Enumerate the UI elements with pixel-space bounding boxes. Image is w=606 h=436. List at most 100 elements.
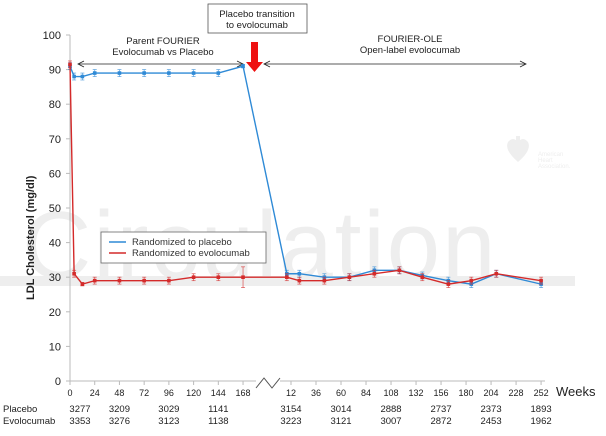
y-tick-label: 50 — [49, 203, 61, 215]
data-point — [347, 275, 352, 279]
legend-placebo: Randomized to placebo — [132, 237, 232, 248]
at-risk-value: 3007 — [380, 416, 401, 427]
at-risk-value: 3014 — [330, 404, 351, 415]
x-tick-label: 48 — [114, 388, 124, 398]
svg-text:Association.: Association. — [538, 164, 571, 170]
at-risk-value: 3154 — [280, 404, 301, 415]
x-tick-label: 0 — [67, 388, 72, 398]
ole-arrow-head — [263, 60, 271, 68]
transition-label: Placebo transition — [219, 9, 295, 20]
x-tick-label: 72 — [139, 388, 149, 398]
data-point — [72, 271, 76, 276]
data-point — [494, 271, 499, 276]
y-tick-label: 20 — [49, 307, 61, 319]
x-tick-label: 228 — [509, 388, 524, 398]
data-point — [322, 278, 327, 283]
axis-break — [255, 377, 281, 389]
data-point — [297, 278, 302, 283]
x-tick-label: 108 — [384, 388, 399, 398]
at-risk-value: 1141 — [208, 404, 228, 415]
x-tick-label: 252 — [534, 388, 549, 398]
x-tick-label: 36 — [311, 388, 321, 398]
at-risk-value: 2373 — [480, 404, 501, 415]
at-risk-value: 3223 — [280, 416, 301, 427]
x-tick-label: 84 — [361, 388, 371, 398]
red-down-arrow — [246, 42, 263, 72]
x-tick-label: 144 — [211, 388, 226, 398]
transition-box — [207, 3, 308, 34]
data-point — [72, 74, 76, 79]
y-tick-label: 60 — [49, 168, 61, 180]
at-risk-value: 2888 — [380, 404, 401, 415]
parent-arrow-head — [77, 60, 85, 68]
x-tick-label: 120 — [186, 388, 201, 398]
at-risk-value: 3353 — [69, 416, 90, 427]
data-point — [446, 282, 451, 286]
svg-text:American: American — [538, 152, 563, 158]
at-risk-value: 2453 — [480, 416, 501, 427]
at-risk-value: 1138 — [208, 416, 228, 427]
data-point — [216, 71, 221, 75]
x-tick-label: 168 — [236, 388, 251, 398]
y-axis-label: LDL Cholesterol (mg/dl) — [25, 175, 37, 300]
parent-arrow-head — [236, 60, 244, 68]
ole-label: FOURIER-OLE — [378, 34, 443, 45]
data-point — [117, 71, 122, 75]
data-point — [285, 275, 289, 279]
data-point — [80, 74, 85, 79]
data-point — [297, 271, 302, 276]
x-tick-label: 24 — [90, 388, 100, 398]
at-risk-value: 3029 — [158, 404, 179, 415]
data-point — [397, 268, 402, 273]
transition-label: to evolocumab — [226, 20, 288, 31]
data-point — [241, 275, 245, 279]
x-tick-label: 60 — [336, 388, 346, 398]
y-tick-label: 30 — [49, 272, 61, 284]
x-tick-label: 132 — [409, 388, 424, 398]
data-point — [68, 62, 72, 67]
data-point — [241, 64, 245, 68]
legend: Randomized to placebo Randomized to evol… — [100, 231, 267, 264]
at-risk-value: 3276 — [109, 416, 130, 427]
y-tick-label: 10 — [49, 341, 61, 353]
data-point — [92, 71, 97, 75]
data-point — [167, 278, 171, 283]
parent-label: Parent FOURIER — [126, 36, 200, 47]
at-risk-value: 2872 — [430, 416, 451, 427]
at-risk-value: 3121 — [330, 416, 351, 427]
x-tick-label: 180 — [459, 388, 474, 398]
at-risk-value: 3209 — [109, 404, 130, 415]
data-point — [167, 71, 171, 75]
legend-evolocumab: Randomized to evolocumab — [132, 248, 250, 259]
x-tick-label: 12 — [286, 388, 296, 398]
data-point — [117, 278, 122, 283]
y-tick-label: 100 — [43, 30, 61, 42]
svg-text:Heart: Heart — [538, 158, 553, 164]
at-risk-value: 3277 — [69, 404, 90, 415]
data-point — [142, 71, 146, 75]
y-tick-label: 70 — [49, 134, 61, 146]
data-point — [420, 275, 425, 279]
data-point — [372, 271, 377, 276]
data-point — [92, 278, 97, 283]
y-tick-label: 40 — [49, 238, 61, 250]
y-tick-label: 0 — [55, 376, 61, 388]
x-tick-label: 96 — [164, 388, 174, 398]
at-risk-value: 2737 — [430, 404, 451, 415]
data-point — [191, 71, 196, 75]
at-risk-value: 1893 — [531, 404, 552, 415]
ole-arrow-head — [519, 60, 527, 68]
data-point — [469, 278, 474, 283]
data-point — [191, 275, 196, 279]
data-point — [539, 278, 543, 283]
y-tick-label: 80 — [49, 99, 61, 111]
x-tick-label: 156 — [434, 388, 449, 398]
data-point — [142, 278, 146, 283]
x-axis-label: Weeks — [556, 384, 596, 399]
at-risk-value: 3123 — [158, 416, 179, 427]
parent-label: Evolocumab vs Placebo — [112, 47, 213, 58]
ole-label: Open-label evolocumab — [360, 45, 460, 56]
at-risk-value: 1962 — [531, 416, 552, 427]
at-risk-placebo-label: Placebo — [3, 404, 37, 415]
